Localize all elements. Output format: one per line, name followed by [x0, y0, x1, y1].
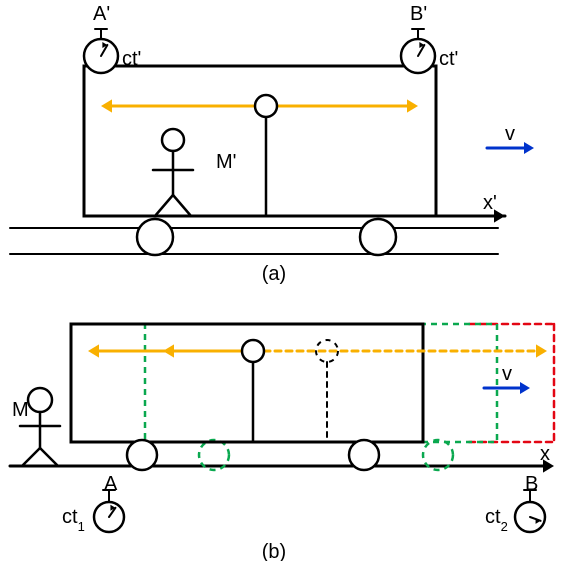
- clock: [515, 502, 545, 532]
- clock: [84, 29, 118, 73]
- svg-text:x': x': [483, 192, 497, 214]
- svg-text:ct1: ct1: [62, 506, 85, 534]
- observer: [153, 129, 193, 216]
- svg-text:M: M: [12, 399, 29, 421]
- svg-text:x: x: [540, 443, 550, 465]
- svg-text:ct': ct': [122, 48, 141, 70]
- svg-text:A': A': [93, 3, 110, 25]
- panel-a: x' A' ct' B' ct' M' v (a): [10, 3, 534, 285]
- svg-text:v: v: [505, 123, 515, 145]
- svg-text:v: v: [502, 363, 512, 385]
- svg-text:(b): (b): [262, 541, 286, 561]
- svg-text:B': B': [410, 3, 427, 25]
- svg-text:M': M': [216, 151, 236, 173]
- clock: [94, 502, 124, 532]
- svg-text:ct2: ct2: [485, 506, 508, 534]
- svg-text:A: A: [104, 473, 118, 495]
- svg-text:B: B: [525, 473, 538, 495]
- svg-text:ct': ct': [439, 48, 458, 70]
- svg-text:(a): (a): [262, 263, 286, 285]
- panel-b: x Mv Act1 Bct2 (b): [10, 324, 554, 561]
- clock: [401, 29, 435, 73]
